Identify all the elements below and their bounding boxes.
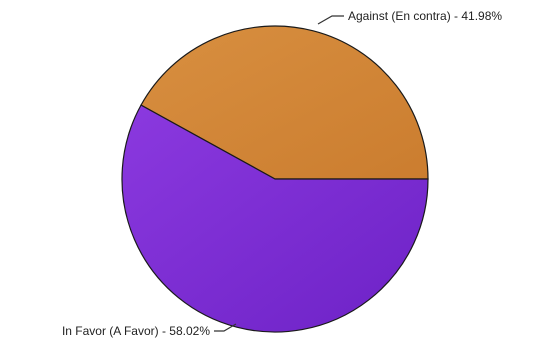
leader-line-in-favor xyxy=(214,323,237,332)
pie-labels: Against (En contra) - 41.98% In Favor (A… xyxy=(62,9,502,338)
pie-slice-against xyxy=(140,25,429,180)
leader-line-against xyxy=(317,15,344,25)
slice-label-in-favor: In Favor (A Favor) - 58.02% xyxy=(62,324,210,338)
slice-label-against: Against (En contra) - 41.98% xyxy=(348,9,502,23)
pie-slice-in-favor xyxy=(121,104,429,333)
pie-slices xyxy=(121,25,429,333)
